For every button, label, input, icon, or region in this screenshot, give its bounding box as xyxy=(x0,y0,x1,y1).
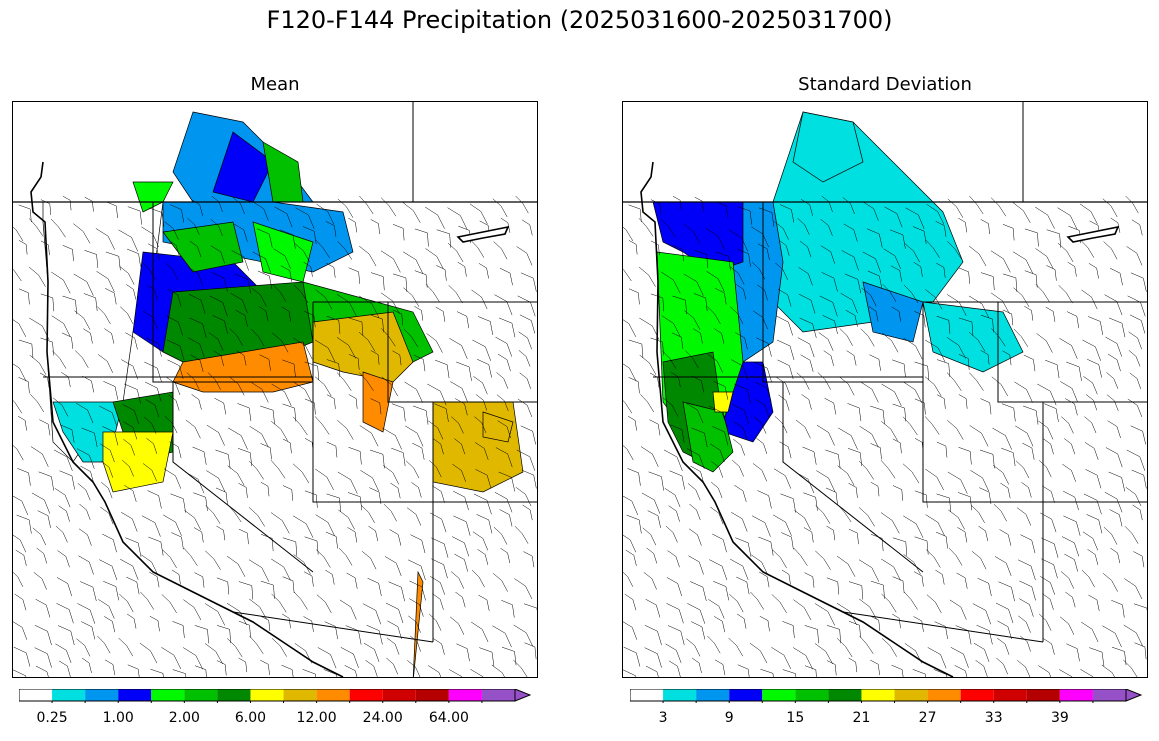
colorbar-swatch-8 xyxy=(894,689,928,701)
colorbar-swatch-11 xyxy=(993,689,1027,701)
state-boundary-5 xyxy=(782,382,924,573)
colorbar-swatch-8 xyxy=(283,689,317,701)
basin-region-15 xyxy=(432,401,524,493)
colorbar-tick-label: 33 xyxy=(984,710,1003,726)
colorbar-swatch-9 xyxy=(927,689,961,701)
mean-colorbar-ticks: 0.25 1.00 2.00 6.00 12.00 24.00 64.00 xyxy=(19,710,531,730)
colorbar-swatch-4 xyxy=(762,689,796,701)
colorbar-swatch-13 xyxy=(448,689,482,701)
colorbar-swatch-5 xyxy=(795,689,829,701)
colorbar-swatch-6 xyxy=(217,689,251,701)
state-boundary-3 xyxy=(922,302,1147,503)
basin-region-19 xyxy=(482,411,514,443)
colorbar-swatch-0 xyxy=(19,689,53,701)
colorbar-swatch-12 xyxy=(1026,689,1060,701)
basin-region-0 xyxy=(762,111,964,333)
coastline xyxy=(640,161,954,677)
state-boundary-6 xyxy=(842,611,1044,643)
colorbar-swatch-11 xyxy=(382,689,416,701)
colorbar-tick-label: 0.25 xyxy=(36,710,68,726)
colorbar-swatch-12 xyxy=(415,689,449,701)
map-canvas xyxy=(13,102,537,677)
panel-title-stddev: Standard Deviation xyxy=(798,74,972,95)
stddev-map xyxy=(622,101,1148,678)
state-boundary-0 xyxy=(762,202,923,383)
basin-boundaries xyxy=(623,195,1147,677)
colorbar-swatch-9 xyxy=(316,689,350,701)
map-canvas xyxy=(623,102,1147,677)
figure-title: F120-F144 Precipitation (2025031600-2025… xyxy=(266,6,893,34)
colorbar-tick-label: 2.00 xyxy=(168,710,200,726)
colorbar-extend-arrow xyxy=(514,689,531,702)
colorbar-tick-label: 9 xyxy=(724,710,734,726)
colorbar-swatch-10 xyxy=(349,689,383,701)
colorbar-tick-label: 12.00 xyxy=(296,710,337,726)
lake-outline xyxy=(456,225,510,243)
colorbar-swatch-4 xyxy=(151,689,185,701)
colorbar-swatch-1 xyxy=(663,689,697,701)
colorbar-swatch-13 xyxy=(1059,689,1093,701)
colorbar-tick-label: 27 xyxy=(918,710,937,726)
colorbar-swatch-3 xyxy=(118,689,152,701)
mean-colorbar xyxy=(19,689,531,703)
colorbar-swatch-14 xyxy=(1092,689,1126,701)
colorbar-tick-label: 39 xyxy=(1050,710,1069,726)
basin-region-1 xyxy=(792,111,864,183)
state-boundary-8 xyxy=(387,302,537,403)
colorbar-tick-label: 1.00 xyxy=(102,710,134,726)
colorbar-swatch-2 xyxy=(85,689,119,701)
state-boundary-0 xyxy=(152,202,313,383)
colorbar-tick-label: 21 xyxy=(852,710,871,726)
stddev-colorbar-ticks: 3 9 15 21 27 33 39 xyxy=(630,710,1142,730)
colorbar-swatch-5 xyxy=(184,689,218,701)
state-boundary-6 xyxy=(232,611,434,643)
lake-outline xyxy=(1066,225,1120,243)
colorbar-swatch-10 xyxy=(960,689,994,701)
colorbar-tick-label: 24.00 xyxy=(362,710,403,726)
colorbar-tick-label: 6.00 xyxy=(234,710,267,726)
basin-region-13 xyxy=(102,431,174,493)
basin-region-18 xyxy=(412,570,424,677)
colorbar-swatch-3 xyxy=(729,689,763,701)
panel-title-mean: Mean xyxy=(250,74,300,95)
colorbar-swatch-14 xyxy=(481,689,515,701)
colorbar-tick-label: 15 xyxy=(786,710,805,726)
colorbar-swatch-2 xyxy=(696,689,730,701)
basin-region-8 xyxy=(162,221,244,273)
basin-region-4 xyxy=(862,281,924,343)
basin-boundaries xyxy=(13,195,537,677)
colorbar-swatch-7 xyxy=(250,689,284,701)
colorbar-extend-arrow xyxy=(1125,689,1142,702)
colorbar-swatch-7 xyxy=(861,689,895,701)
mean-map xyxy=(12,101,538,678)
state-boundary-5 xyxy=(172,382,314,573)
colorbar-tick-label: 64.00 xyxy=(428,710,469,726)
state-boundary-8 xyxy=(997,302,1147,403)
state-boundary-3 xyxy=(312,302,537,503)
colorbar-swatch-0 xyxy=(630,689,664,701)
coastline xyxy=(30,161,344,677)
colorbar-swatch-1 xyxy=(52,689,86,701)
stddev-colorbar xyxy=(630,689,1142,703)
colorbar-swatch-6 xyxy=(828,689,862,701)
colorbar-tick-label: 3 xyxy=(658,710,668,726)
